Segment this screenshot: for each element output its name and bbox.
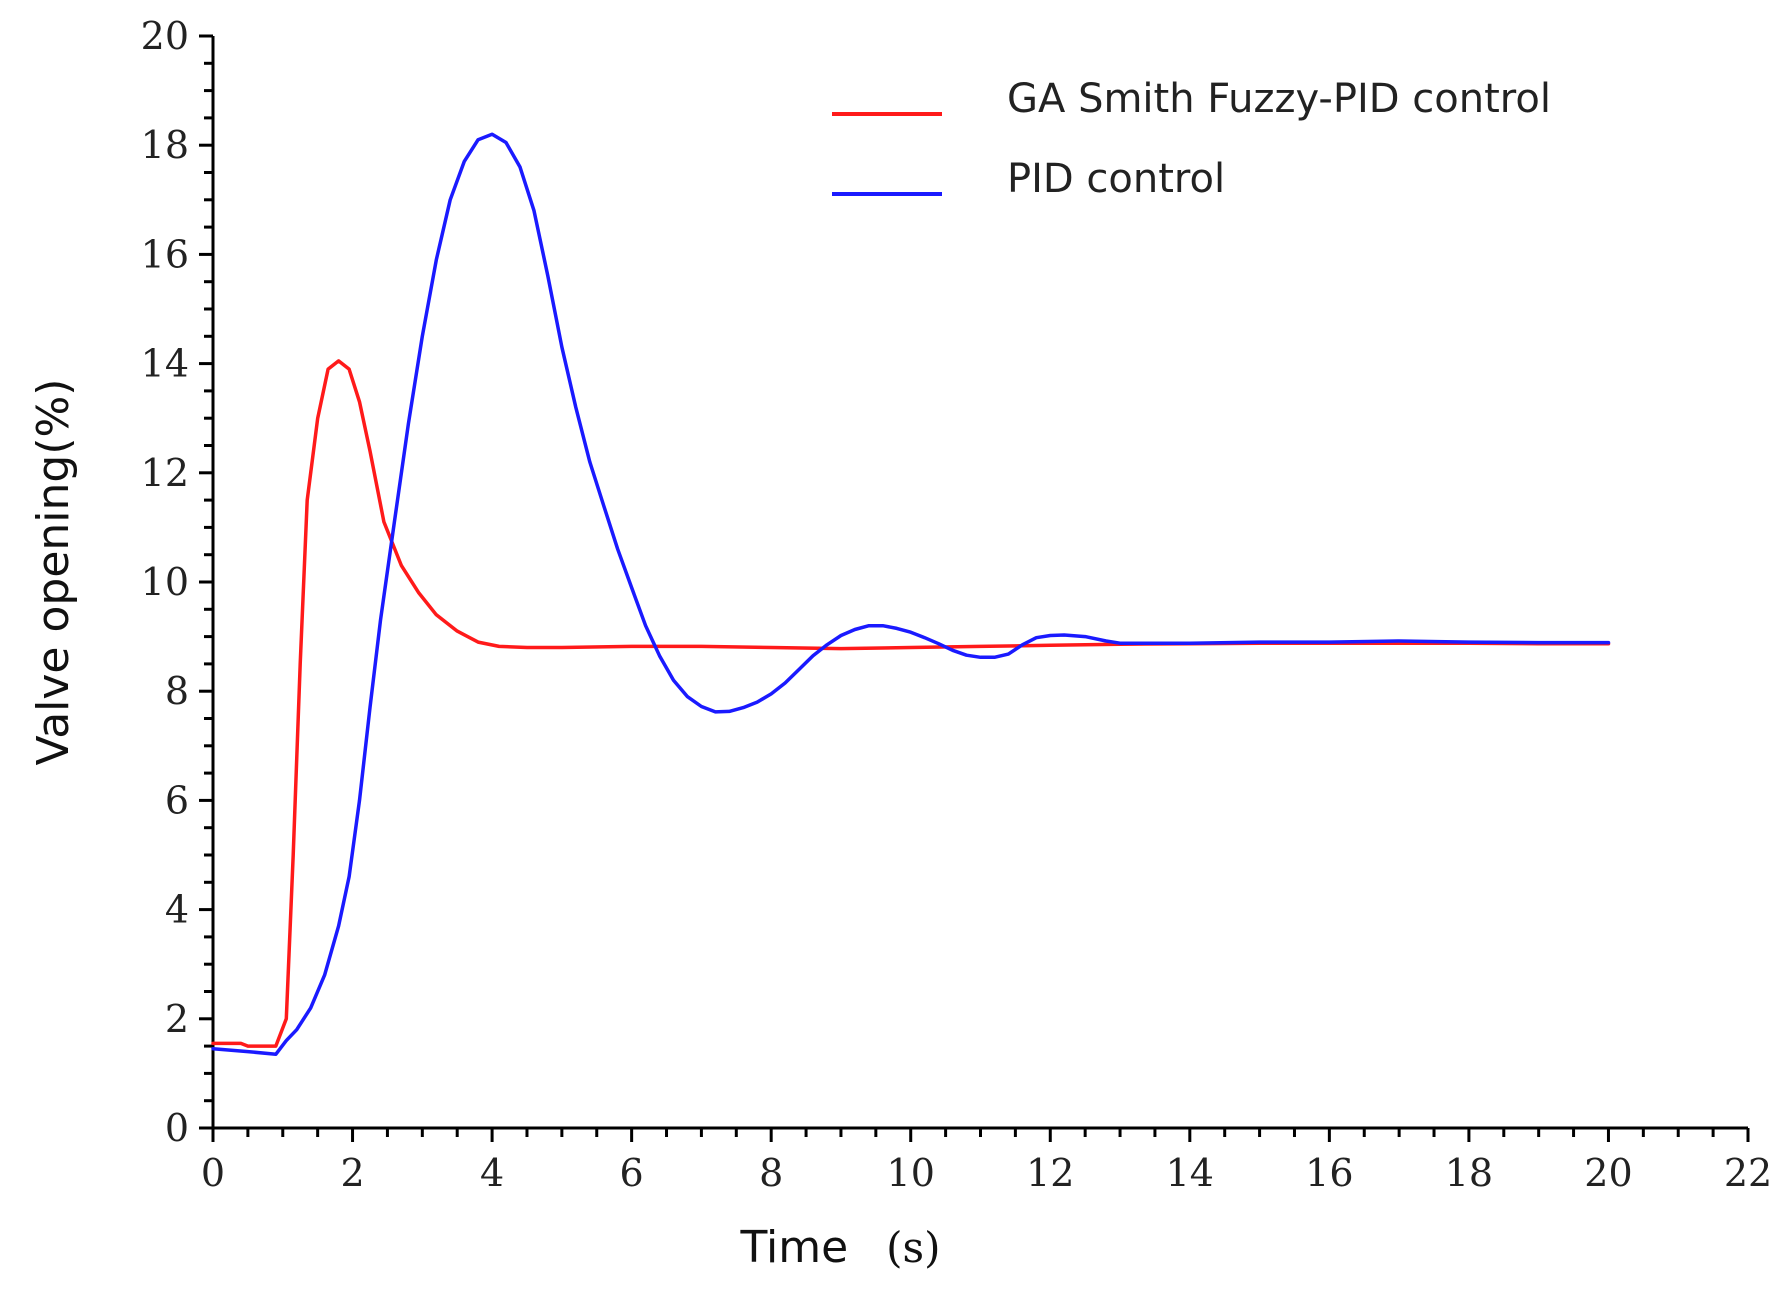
x-axis-ticks	[211, 1128, 1750, 1142]
x-tick-label: 22	[1724, 1151, 1772, 1195]
y-tick-label: 10	[141, 560, 189, 604]
y-tick-label: 18	[141, 123, 189, 167]
legend-label-ga-smith-fuzzy-pid: GA Smith Fuzzy-PID control	[1007, 76, 1551, 122]
y-tick-label: 8	[165, 669, 189, 713]
series-lines	[211, 132, 1611, 1057]
x-tick-label: 10	[887, 1151, 935, 1195]
x-axis-tick-labels: 0 2 4 6 8 10 12 14 16 18 20 22	[201, 1151, 1772, 1195]
x-tick-label: 12	[1026, 1151, 1074, 1195]
y-tick-label: 16	[141, 232, 189, 276]
x-axis-title: Time (s)	[739, 1222, 940, 1273]
y-tick-label: 6	[165, 778, 189, 822]
y-tick-label: 2	[165, 997, 189, 1041]
chart-legend: GA Smith Fuzzy-PID control PID control	[832, 76, 1551, 202]
x-tick-label: 16	[1305, 1151, 1353, 1195]
chart-axes	[211, 36, 1748, 1130]
x-tick-label: 0	[201, 1151, 225, 1195]
y-tick-label: 0	[165, 1106, 189, 1150]
x-tick-label: 8	[759, 1151, 783, 1195]
y-axis-ticks	[199, 34, 213, 1130]
x-tick-label: 20	[1584, 1151, 1632, 1195]
y-tick-label: 12	[141, 451, 189, 495]
x-axis-title-unit: (s)	[886, 1223, 940, 1272]
x-tick-label: 6	[620, 1151, 644, 1195]
x-tick-label: 14	[1166, 1151, 1214, 1195]
x-tick-label: 18	[1445, 1151, 1493, 1195]
series-line-ga-smith-fuzzy-pid	[211, 359, 1611, 1048]
y-axis-title: Valve opening(%)	[28, 379, 79, 766]
legend-label-pid: PID control	[1007, 156, 1225, 202]
y-tick-label: 4	[165, 888, 189, 932]
y-axis-tick-labels: 0 2 4 6 8 10 12 14 16 18 20	[141, 14, 189, 1150]
x-axis-title-label: Time	[739, 1222, 848, 1273]
y-tick-label: 20	[141, 14, 189, 58]
y-tick-label: 14	[141, 342, 189, 386]
x-tick-label: 2	[340, 1151, 364, 1195]
x-tick-label: 4	[480, 1151, 504, 1195]
series-line-pid	[211, 132, 1611, 1057]
